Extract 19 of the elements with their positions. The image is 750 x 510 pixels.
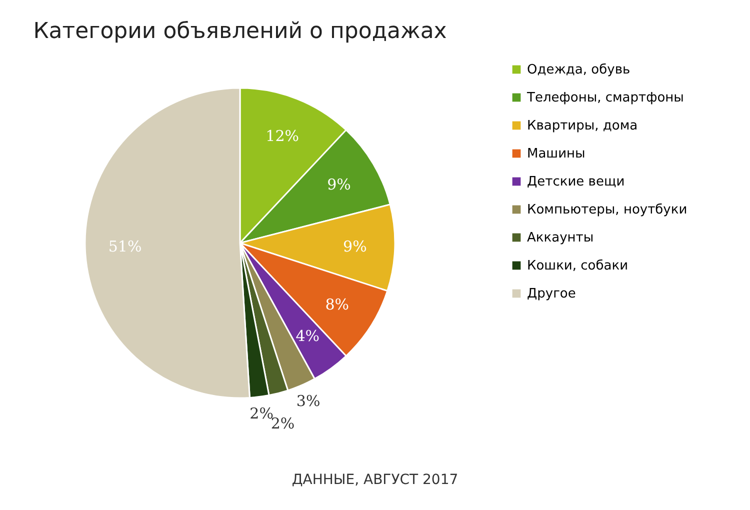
legend-label: Другое <box>527 286 576 302</box>
legend-label: Компьютеры, ноутбуки <box>527 202 688 218</box>
legend-label: Кошки, собаки <box>527 258 628 274</box>
data-label: 9% <box>327 175 351 194</box>
legend-label: Телефоны, смартфоны <box>526 90 684 106</box>
legend-label: Аккаунты <box>527 230 594 246</box>
data-label: 12% <box>266 127 300 146</box>
legend-label: Одежда, обувь <box>527 62 630 78</box>
data-label: 8% <box>325 296 349 314</box>
data-label: 51% <box>108 238 142 256</box>
chart-title: Категории объявлений о продажах <box>33 19 447 44</box>
data-label: 9% <box>343 238 367 256</box>
legend-label: Квартиры, дома <box>527 118 638 134</box>
data-label: 3% <box>296 392 320 410</box>
data-label: 2% <box>250 404 274 423</box>
data-label: 4% <box>296 327 320 346</box>
legend-label: Машины <box>527 146 586 162</box>
legend-label: Детские вещи <box>527 174 625 190</box>
text: ДАННЫЕ, АВГУСТ 2017 <box>290 472 460 488</box>
